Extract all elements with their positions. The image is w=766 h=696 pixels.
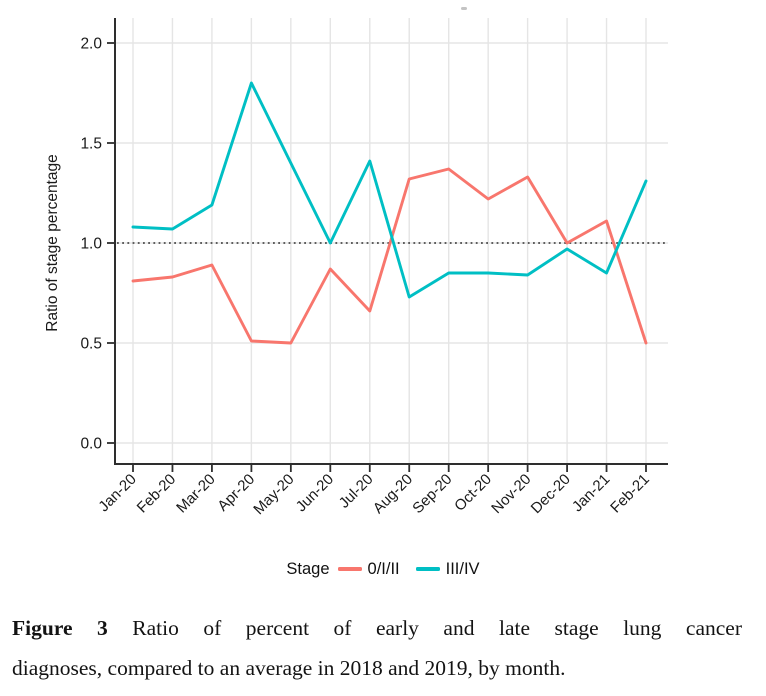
legend-label-early-stage: 0/I/II xyxy=(367,559,400,578)
caption-figure-label: Figure 3 xyxy=(12,616,108,640)
stray-mark xyxy=(461,7,467,10)
y-tick-label: 0.5 xyxy=(80,336,102,353)
caption-line-1-text: Ratio of percent of early and late stage… xyxy=(132,616,743,640)
x-tick-label: Feb-20 xyxy=(134,471,180,517)
x-tick-label: Mar-20 xyxy=(173,471,219,517)
x-tick-label: Jun-20 xyxy=(293,471,337,515)
series-line-0-i-ii xyxy=(131,167,648,345)
series-line-iii-iv xyxy=(131,81,648,299)
y-tick-label: 2.0 xyxy=(80,36,102,53)
x-tick-label: Nov-20 xyxy=(488,471,534,517)
y-tick-label: 1.0 xyxy=(80,236,102,253)
x-tick-label: Feb-21 xyxy=(607,471,653,517)
legend-item-stage-iii-iv: III/IV xyxy=(415,559,480,579)
x-tick-label: Dec-20 xyxy=(528,471,574,517)
line-chart: 0.00.51.01.52.0Jan-20Feb-20Mar-20Apr-20M… xyxy=(44,18,668,518)
legend-item-stage-0-i-ii: 0/I/II xyxy=(337,559,400,579)
figure-caption: Figure 3 Ratio of percent of early and l… xyxy=(12,608,742,688)
caption-line-1: Figure 3 Ratio of percent of early and l… xyxy=(12,608,742,648)
y-tick-label: 0.0 xyxy=(80,436,102,453)
x-tick-label: Sep-20 xyxy=(409,471,455,517)
y-tick-label: 1.5 xyxy=(80,136,102,153)
legend: Stage 0/I/II III/IV xyxy=(0,557,766,581)
x-tick-label: Aug-20 xyxy=(370,471,416,517)
y-axis-title: Ratio of stage percentage xyxy=(44,154,61,332)
x-tick-label: Oct-20 xyxy=(451,471,495,515)
x-tick-label: Jan-21 xyxy=(569,471,613,515)
legend-key-line-late-stage xyxy=(415,567,440,571)
x-tick-label: May-20 xyxy=(250,471,297,518)
caption-line-2: diagnoses, compared to an average in 201… xyxy=(12,656,566,680)
legend-title: Stage xyxy=(286,559,330,578)
legend-label-late-stage: III/IV xyxy=(445,559,480,578)
legend-key-line-early-stage xyxy=(337,567,362,571)
x-tick-label: Jan-20 xyxy=(95,471,139,515)
